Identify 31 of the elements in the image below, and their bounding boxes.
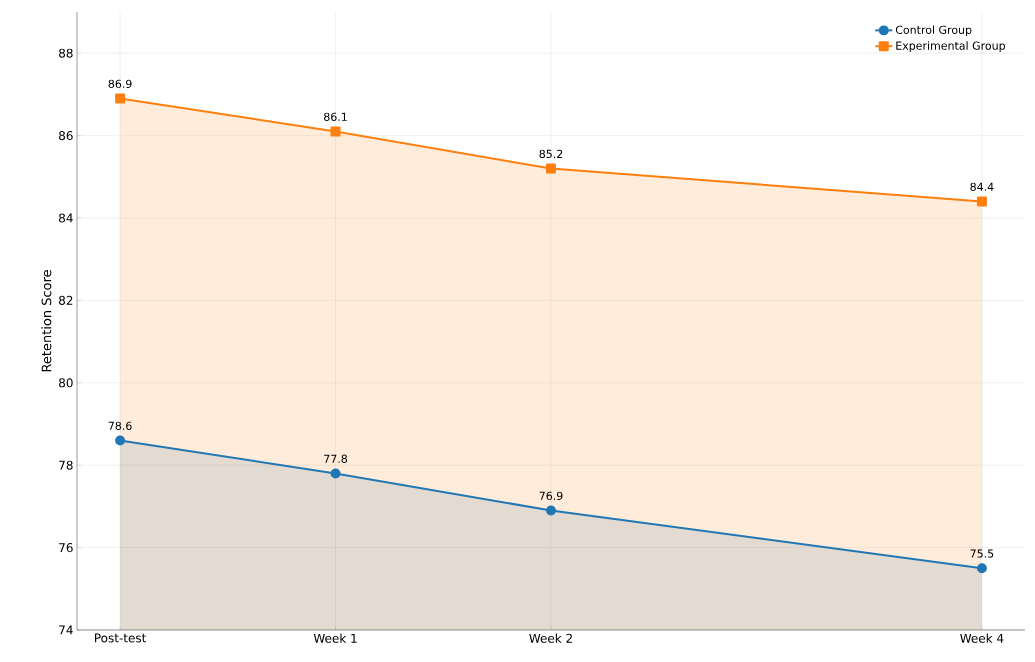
data-label: 85.2 [539, 149, 563, 159]
y-tick-label: 86 [59, 131, 73, 141]
point [976, 196, 987, 207]
legend-label: Control Group [895, 25, 972, 37]
y-tick-label: 76 [59, 543, 73, 553]
x-tick-label: Week 2 [529, 633, 572, 643]
y-tick-label: 74 [59, 625, 73, 635]
point [115, 93, 126, 104]
x-tick-label: Week 1 [313, 633, 357, 643]
y-tick-label: 80 [59, 378, 73, 388]
point [976, 563, 987, 574]
x-tick-label: Post-test [95, 633, 147, 643]
data-label: 86.9 [108, 79, 132, 88]
point [546, 505, 556, 516]
data-label: 77.8 [324, 454, 348, 463]
point [546, 163, 556, 174]
y-tick-label: 84 [59, 213, 73, 223]
data-label: 75.5 [970, 549, 994, 558]
data-label: 78.6 [108, 421, 132, 430]
data-label: 84.4 [970, 182, 994, 191]
point [330, 468, 341, 479]
y-tick-label: 82 [59, 295, 73, 305]
y-tick-label: 78 [59, 460, 73, 470]
legend-label: Experimental Group [896, 41, 1006, 52]
x-tick-label: Week 4 [960, 633, 1004, 643]
point [330, 126, 341, 137]
data-label: 76.9 [539, 491, 563, 500]
point [115, 435, 126, 446]
y-tick-label: 88 [59, 48, 73, 58]
y-axis-title: Retention Score [41, 270, 52, 372]
data-label: 86.1 [324, 112, 347, 121]
